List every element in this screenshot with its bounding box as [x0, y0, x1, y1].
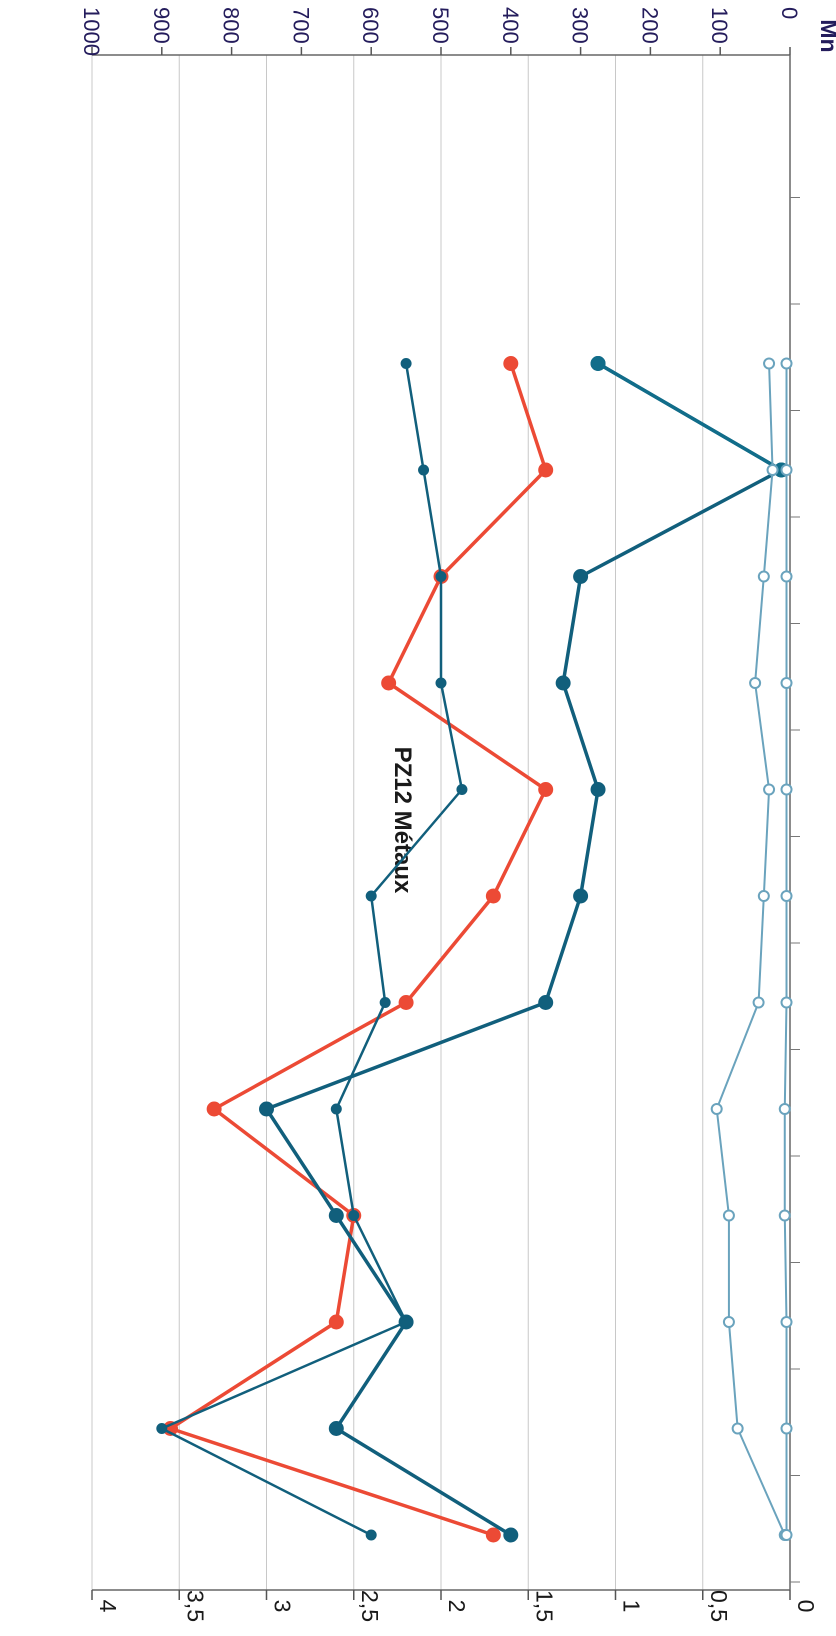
data-point [763, 783, 776, 796]
secondary-tick-label: 900 [149, 7, 174, 44]
data-point [503, 356, 519, 371]
primary-tick-label: 1,5 [531, 1590, 557, 1622]
data-point [780, 890, 793, 902]
secondary-tick-label: 400 [498, 7, 523, 44]
primary-tick-label: 0,5 [706, 1590, 732, 1622]
data-point [780, 570, 793, 583]
data-point [766, 464, 779, 476]
data-point [780, 464, 793, 476]
primary-tick-label: 0 [793, 1600, 819, 1613]
data-point [365, 1529, 377, 1541]
data-point [538, 782, 554, 797]
data-point [722, 1209, 735, 1222]
series-2 [259, 356, 789, 1543]
data-point [573, 888, 589, 904]
data-point [435, 571, 447, 582]
data-point [259, 1101, 274, 1117]
data-point [379, 997, 391, 1008]
series-line [168, 362, 548, 1537]
data-point [780, 996, 793, 1009]
secondary-tick-label: 0 [777, 7, 802, 19]
data-point [778, 1103, 791, 1115]
data-point [348, 1210, 360, 1221]
primary-tick-label: 2 [444, 1600, 470, 1613]
data-point [456, 784, 468, 795]
data-point [328, 1421, 344, 1436]
data-point [398, 995, 414, 1010]
series-3 [156, 358, 468, 1541]
series-layer [156, 356, 793, 1543]
primary-tick-label: 4 [95, 1600, 121, 1613]
data-point [381, 675, 397, 691]
data-point [778, 1209, 791, 1222]
data-point [749, 677, 762, 689]
data-point [503, 1527, 519, 1543]
secondary-tick-label: 100 [707, 7, 732, 44]
data-point [330, 1103, 342, 1115]
series-line [264, 361, 784, 1537]
data-point [590, 782, 606, 797]
data-point [328, 1314, 344, 1330]
data-point [400, 358, 412, 369]
primary-tick-label: 2,5 [357, 1590, 383, 1622]
data-point [328, 1208, 344, 1223]
data-point [485, 1527, 501, 1543]
data-point [780, 1422, 793, 1435]
secondary-tick-label: 700 [288, 7, 313, 44]
data-point [555, 675, 571, 691]
data-point [763, 357, 776, 370]
secondary-axis-ticks: 0 100 200 300 400 500 600 700 800 900 1000 [79, 7, 802, 56]
data-point [206, 1101, 222, 1117]
data-point [710, 1103, 723, 1115]
data-point [418, 464, 430, 476]
data-point [538, 462, 554, 478]
data-point [780, 1529, 793, 1541]
data-point [780, 783, 793, 796]
series-line [597, 361, 783, 472]
secondary-tick-label: 500 [428, 7, 453, 44]
primary-tick-label: 3,5 [182, 1590, 208, 1622]
data-point [156, 1423, 168, 1434]
data-point [538, 995, 554, 1010]
secondary-axis-title: Mn [816, 19, 836, 52]
data-point [780, 677, 793, 689]
data-point [757, 570, 770, 583]
series-line [160, 363, 464, 1537]
series-5 [710, 357, 791, 1541]
data-point [757, 890, 770, 902]
secondary-tick-label: 300 [568, 7, 593, 44]
data-point [780, 1316, 793, 1328]
data-point [780, 357, 793, 370]
data-point [435, 677, 447, 689]
axes [92, 54, 800, 1591]
data-point [485, 888, 501, 904]
secondary-tick-label: 1000 [79, 7, 104, 56]
secondary-tick-label: 200 [637, 7, 662, 44]
secondary-tick-label: 800 [219, 7, 244, 44]
primary-axis-ticks: 0 0,5 1 1,5 2 2,5 3 3,5 4 [91, 1590, 819, 1622]
data-point [752, 996, 765, 1009]
secondary-tick-label: 600 [358, 7, 383, 44]
primary-tick-label: 1 [619, 1600, 645, 1613]
series-4 [590, 356, 789, 478]
data-point [573, 569, 589, 584]
data-point [722, 1316, 735, 1328]
data-point [400, 1316, 412, 1328]
data-point [365, 890, 377, 902]
series-line [715, 363, 786, 1536]
data-point [731, 1422, 744, 1435]
series-6 [778, 357, 793, 1541]
primary-tick-label: 3 [270, 1600, 296, 1613]
series-line [783, 363, 788, 1535]
data-point [590, 356, 606, 371]
series-1 [163, 356, 554, 1543]
